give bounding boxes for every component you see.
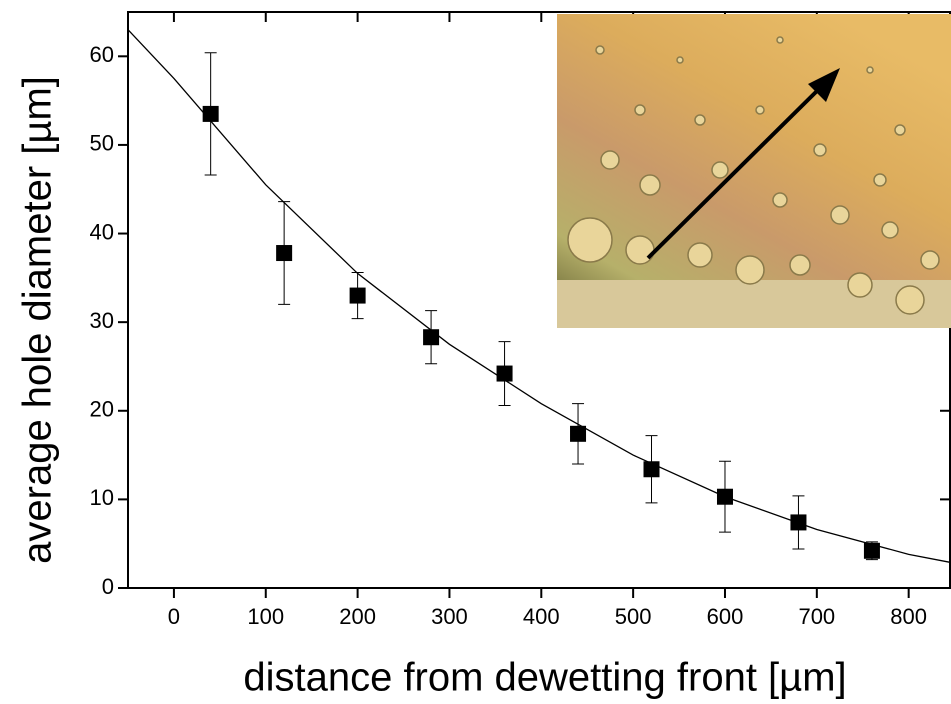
data-point <box>423 329 440 346</box>
y-tick-label: 30 <box>90 308 114 333</box>
x-axis-label: distance from dewetting front [µm] <box>243 656 846 700</box>
x-tick-label: 700 <box>798 604 835 629</box>
y-tick-label: 0 <box>102 574 114 599</box>
y-tick-label: 20 <box>90 397 114 422</box>
data-point <box>496 365 513 382</box>
data-point <box>863 542 880 559</box>
data-point <box>716 488 733 505</box>
x-tick-label: 200 <box>339 604 376 629</box>
x-tick-label: 800 <box>890 604 927 629</box>
y-axis-label: average hole diameter [µm] <box>16 76 60 564</box>
inset-image <box>557 14 951 328</box>
x-tick-label: 500 <box>615 604 652 629</box>
data-point <box>790 514 807 531</box>
data-point <box>276 245 293 262</box>
y-tick-label: 10 <box>90 485 114 510</box>
y-tick-label: 40 <box>90 219 114 244</box>
data-point <box>643 461 660 478</box>
x-tick-label: 0 <box>168 604 180 629</box>
y-tick-label: 60 <box>90 42 114 67</box>
fit-line <box>127 29 951 563</box>
data-point <box>349 287 366 304</box>
x-tick-label: 400 <box>523 604 560 629</box>
data-point <box>570 425 587 442</box>
x-tick-label: 300 <box>431 604 468 629</box>
data-point <box>202 105 219 122</box>
x-tick-label: 600 <box>707 604 744 629</box>
y-tick-label: 50 <box>90 131 114 156</box>
x-tick-label: 100 <box>247 604 284 629</box>
